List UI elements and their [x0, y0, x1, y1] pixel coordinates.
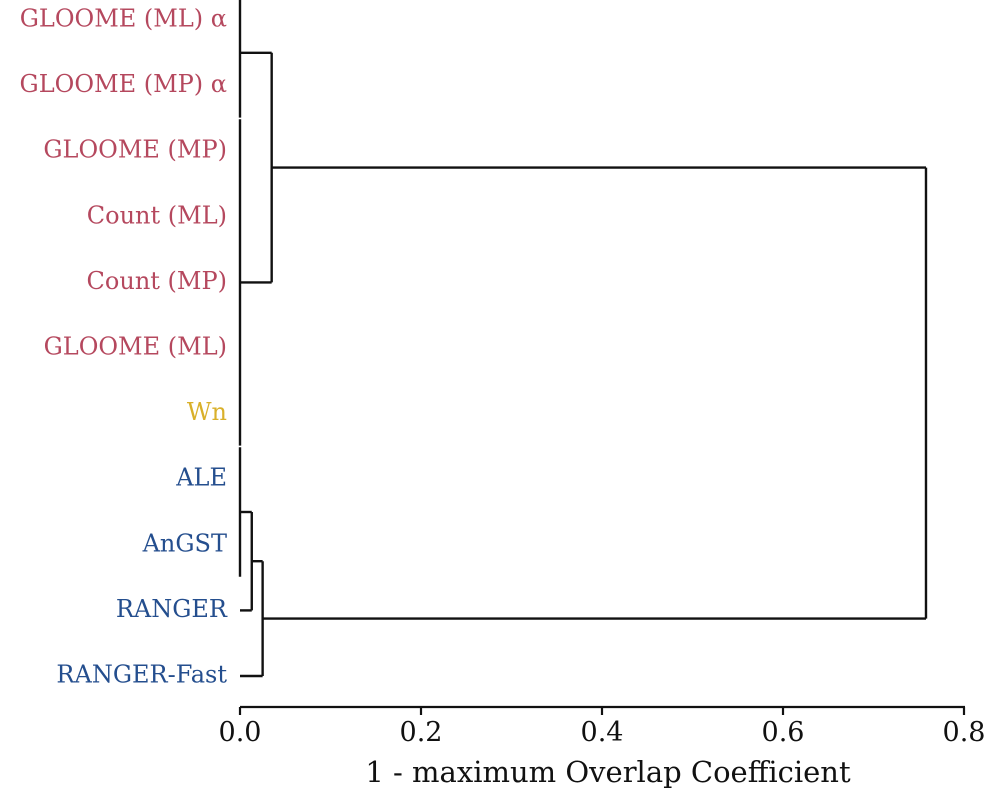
leaf-label: GLOOME (MP) α: [20, 70, 227, 98]
leaf-label: GLOOME (MP): [43, 136, 227, 164]
leaf-label: Count (ML): [87, 201, 227, 229]
leaf-label: GLOOME (ML): [44, 333, 227, 361]
leaf-label: Wn: [187, 398, 227, 426]
x-tick-label: 0.6: [762, 717, 805, 748]
leaf-label: Count (MP): [87, 267, 227, 295]
x-tick-label: 0.0: [219, 717, 262, 748]
leaf-label: RANGER: [116, 595, 228, 623]
x-axis: 0.0 0.2 0.4 0.6 0.8 1 - maximum Overlap Coef…: [219, 705, 986, 789]
x-tick-label: 0.4: [581, 717, 624, 748]
leaf-label: RANGER-Fast: [56, 661, 227, 689]
leaf-label: GLOOME (ML) α: [20, 5, 227, 33]
leaf-labels: GLOOME (ML) α GLOOME (MP) α GLOOME (MP) Cou…: [20, 5, 228, 689]
x-axis-title: 1 - maximum Overlap Coefficient: [365, 755, 851, 789]
x-axis-ticks: 0.0 0.2 0.4 0.6 0.8: [219, 707, 986, 748]
dendrogram-links: [238, 0, 928, 678]
x-tick-label: 0.2: [400, 717, 443, 748]
leaf-label: AnGST: [142, 529, 227, 557]
leaf-label: ALE: [175, 464, 227, 492]
x-tick-label: 0.8: [943, 717, 986, 748]
